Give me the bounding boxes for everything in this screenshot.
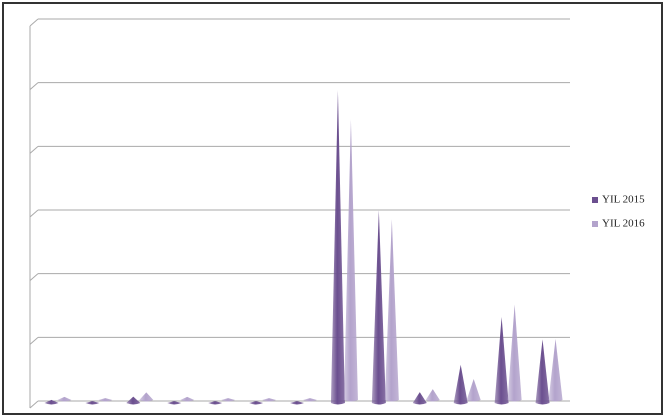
- cone: [371, 210, 386, 405]
- cone: [139, 392, 154, 402]
- cone: [249, 401, 264, 405]
- cone: [494, 317, 509, 405]
- cone: [208, 401, 223, 405]
- cone: [167, 401, 182, 405]
- grid-edge: [29, 273, 39, 282]
- cone: [126, 396, 141, 405]
- grid-edge: [29, 209, 39, 218]
- cone: [98, 398, 113, 402]
- cone: [290, 401, 304, 405]
- cone: [57, 396, 72, 402]
- cone: [507, 304, 522, 402]
- legend-label: YIL 2016: [602, 218, 645, 230]
- cone: [44, 399, 59, 405]
- cone: [303, 398, 317, 402]
- legend-swatch: [592, 197, 598, 203]
- grid-edge: [29, 18, 39, 27]
- cone: [466, 378, 481, 402]
- cone: [85, 401, 100, 405]
- cone: [412, 392, 427, 405]
- cone: [453, 364, 468, 405]
- cone: [343, 119, 358, 402]
- cone: [425, 389, 440, 402]
- grid-edge: [29, 145, 39, 154]
- cone: [535, 339, 550, 405]
- cone: [548, 338, 563, 402]
- cone: [262, 398, 277, 402]
- grid-edge: [29, 400, 39, 409]
- cone: [180, 396, 195, 402]
- cone: [221, 398, 236, 402]
- grid-edge: [29, 82, 39, 91]
- cone: [330, 90, 345, 405]
- legend-swatch: [592, 221, 598, 227]
- legend-label: YIL 2015: [602, 194, 645, 206]
- cone: [384, 219, 399, 402]
- grid-edge: [29, 336, 39, 345]
